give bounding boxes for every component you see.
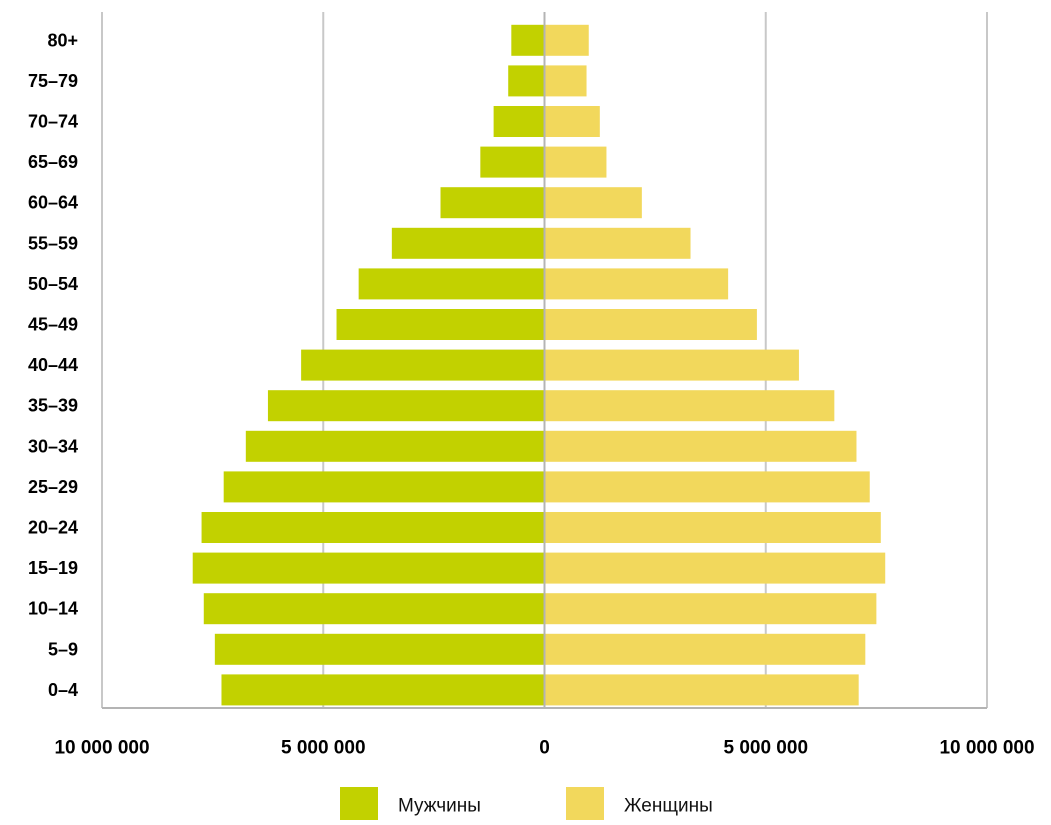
category-label-1: 5–9: [48, 639, 78, 659]
bar-female-4: [544, 512, 881, 543]
bar-female-2: [544, 593, 877, 625]
bars-layer: [192, 24, 886, 706]
bar-male-2: [203, 593, 545, 625]
bar-male-6: [245, 430, 545, 462]
category-label-5: 25–29: [28, 477, 78, 497]
x-tick-label-1: 5 000 000: [281, 738, 366, 759]
category-label-6: 30–34: [28, 436, 78, 456]
category-label-11: 55–59: [28, 233, 78, 253]
bar-female-5: [544, 471, 870, 503]
bar-female-13: [544, 146, 607, 178]
bar-female-8: [544, 349, 799, 381]
bar-female-14: [544, 106, 600, 137]
category-label-4: 20–24: [28, 518, 78, 538]
bar-male-15: [508, 65, 545, 97]
category-label-14: 70–74: [28, 112, 78, 132]
axis-layer: [102, 12, 987, 709]
x-tick-label-2: 0: [539, 738, 550, 759]
category-label-12: 60–64: [28, 193, 78, 213]
legend: Мужчины Женщины: [340, 787, 713, 820]
x-tick-label-4: 10 000 000: [939, 738, 1034, 759]
bar-male-8: [301, 349, 545, 381]
bar-female-11: [544, 227, 691, 259]
legend-swatch-female: [566, 787, 604, 820]
bar-male-11: [391, 227, 545, 259]
category-label-3: 15–19: [28, 558, 78, 578]
bar-male-0: [221, 674, 545, 706]
bar-female-16: [544, 24, 589, 56]
bar-female-15: [544, 65, 587, 97]
category-label-16: 80+: [47, 30, 78, 50]
category-label-0: 0–4: [48, 680, 78, 700]
legend-swatch-male: [340, 787, 378, 820]
bar-male-5: [223, 471, 545, 503]
x-tick-label-0: 10 000 000: [54, 738, 149, 759]
bar-female-10: [544, 268, 729, 300]
x-tick-label-3: 5 000 000: [723, 738, 808, 759]
bar-female-6: [544, 430, 857, 462]
category-labels: 0–4 5–9 10–14 15–19 20–24 25–29 30–34 35–39 40–4…: [28, 30, 78, 700]
category-label-10: 50–54: [28, 274, 78, 294]
legend-label-female: Женщины: [624, 796, 713, 817]
category-label-9: 45–49: [28, 315, 78, 335]
bar-female-7: [544, 390, 835, 422]
bar-female-1: [544, 633, 866, 665]
bar-male-4: [201, 512, 545, 543]
bar-male-14: [493, 106, 545, 137]
legend-label-male: Мужчины: [398, 796, 481, 817]
bar-female-0: [544, 674, 859, 706]
bar-female-12: [544, 187, 642, 219]
bar-male-10: [358, 268, 545, 300]
bar-male-1: [214, 633, 545, 665]
bar-male-12: [440, 187, 545, 219]
bar-male-3: [192, 552, 545, 584]
bar-female-3: [544, 552, 886, 584]
category-label-13: 65–69: [28, 152, 78, 172]
category-label-2: 10–14: [28, 599, 78, 619]
bar-male-13: [480, 146, 545, 178]
bar-male-9: [336, 309, 545, 340]
bar-male-16: [511, 24, 545, 56]
category-label-8: 40–44: [28, 355, 78, 375]
category-label-15: 75–79: [28, 71, 78, 91]
category-label-7: 35–39: [28, 396, 78, 416]
x-tick-labels: 10 000 000 5 000 000 0 5 000 000 10 000 000: [54, 738, 1034, 759]
bar-female-9: [544, 309, 757, 340]
bar-male-7: [267, 390, 545, 422]
